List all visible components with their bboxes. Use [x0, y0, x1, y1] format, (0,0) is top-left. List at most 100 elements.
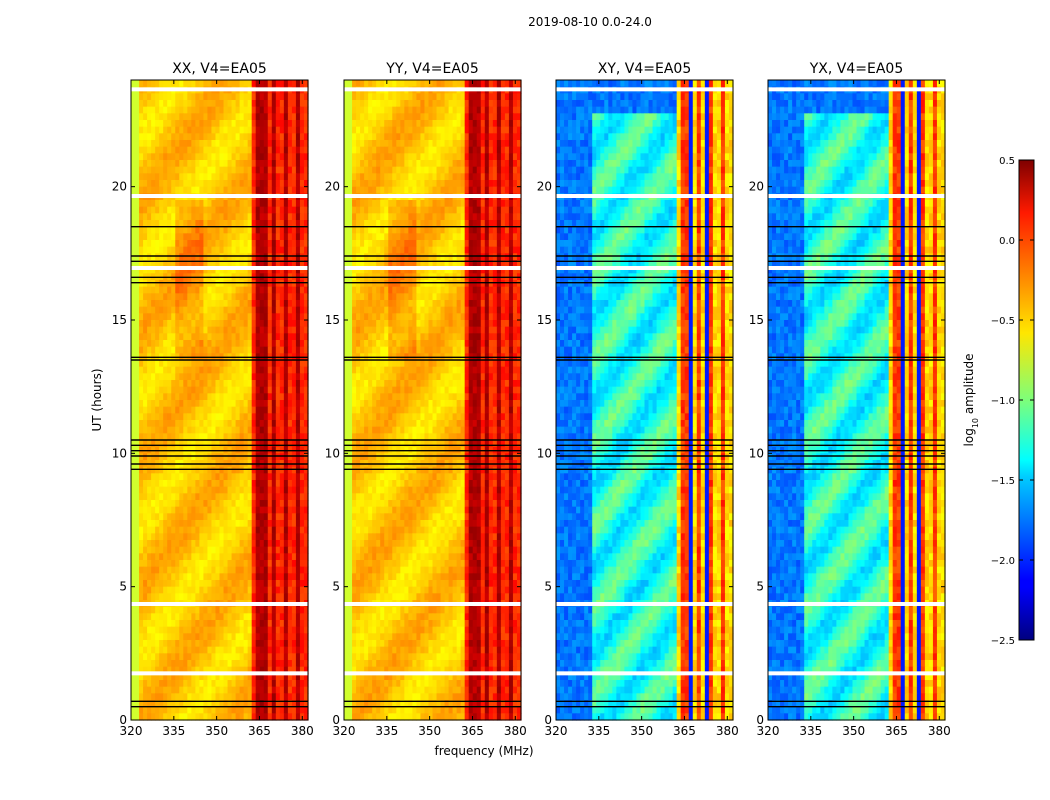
heatmap-cell: [135, 440, 140, 448]
heatmap-cell: [207, 200, 213, 208]
heatmap-cell: [368, 106, 373, 114]
heatmap-cell: [139, 140, 144, 148]
heatmap-cell: [227, 533, 233, 541]
heatmap-cell: [231, 673, 237, 681]
heatmap-cell: [163, 106, 168, 114]
heatmap-cell: [187, 706, 192, 714]
heatmap-cell: [492, 180, 498, 188]
heatmap-cell: [251, 440, 257, 448]
heatmap-cell: [235, 513, 241, 521]
heatmap-cell: [239, 513, 245, 521]
heatmap-cell: [215, 406, 221, 414]
heatmap-cell: [287, 660, 293, 668]
heatmap-cell: [251, 120, 257, 128]
heatmap-cell: [195, 166, 200, 174]
heatmap-cell: [215, 293, 221, 301]
heatmap-cell: [199, 533, 205, 541]
heatmap-cell: [344, 80, 349, 88]
heatmap-cell: [287, 580, 293, 588]
heatmap-cell: [440, 146, 446, 154]
heatmap-cell: [131, 413, 136, 421]
heatmap-cell: [215, 693, 221, 701]
heatmap-cell: [219, 400, 225, 408]
heatmap-cell: [416, 106, 422, 114]
heatmap-cell: [259, 366, 265, 374]
heatmap-cell: [139, 286, 144, 294]
heatmap-cell: [151, 633, 156, 641]
heatmap-cell: [139, 326, 144, 334]
heatmap-cell: [131, 133, 136, 141]
heatmap-cell: [283, 526, 289, 534]
heatmap-cell: [396, 146, 401, 154]
heatmap-cell: [295, 253, 301, 261]
heatmap-cell: [183, 253, 188, 261]
heatmap-cell: [191, 613, 196, 621]
heatmap-cell: [291, 266, 297, 274]
heatmap-cell: [444, 180, 450, 188]
heatmap-cell: [143, 373, 148, 381]
heatmap-cell: [219, 346, 225, 354]
heatmap-cell: [211, 486, 217, 494]
heatmap-cell: [227, 626, 233, 634]
heatmap-cell: [167, 346, 172, 354]
heatmap-cell: [271, 220, 277, 228]
heatmap-cell: [263, 106, 269, 114]
heatmap-cell: [159, 700, 164, 708]
heatmap-cell: [291, 293, 297, 301]
heatmap-cell: [384, 106, 389, 114]
heatmap-cell: [239, 160, 245, 168]
heatmap-cell: [452, 80, 458, 88]
heatmap-cell: [287, 286, 293, 294]
heatmap-cell: [195, 106, 200, 114]
heatmap-cell: [219, 486, 225, 494]
heatmap-cell: [275, 133, 281, 141]
heatmap-cell: [480, 113, 486, 121]
heatmap-cell: [131, 366, 136, 374]
heatmap-cell: [155, 180, 160, 188]
heatmap-cell: [303, 173, 309, 181]
heatmap-cell: [247, 246, 253, 254]
heatmap-cell: [167, 553, 172, 561]
heatmap-cell: [291, 400, 297, 408]
heatmap-cell: [263, 120, 269, 128]
heatmap-cell: [279, 286, 285, 294]
heatmap-cell: [163, 686, 168, 694]
heatmap-cell: [412, 133, 418, 141]
heatmap-cell: [251, 660, 257, 668]
heatmap-cell: [151, 326, 156, 334]
heatmap-cell: [372, 153, 377, 161]
heatmap-cell: [279, 566, 285, 574]
heatmap-cell: [195, 540, 200, 548]
heatmap-cell: [259, 693, 265, 701]
heatmap-cell: [207, 266, 213, 274]
heatmap-cell: [287, 326, 293, 334]
heatmap-cell: [360, 106, 365, 114]
heatmap-cell: [267, 146, 273, 154]
heatmap-cell: [251, 233, 257, 241]
heatmap-cell: [243, 413, 249, 421]
heatmap-cell: [195, 606, 200, 614]
heatmap-cell: [247, 700, 253, 708]
heatmap-cell: [139, 486, 144, 494]
heatmap-cell: [175, 306, 180, 314]
heatmap-cell: [247, 406, 253, 414]
heatmap-cell: [283, 593, 289, 601]
heatmap-cell: [287, 426, 293, 434]
heatmap-cell: [508, 120, 514, 128]
heatmap-cell: [159, 233, 164, 241]
heatmap-cell: [251, 653, 257, 661]
heatmap-cell: [219, 513, 225, 521]
heatmap-cell: [131, 593, 136, 601]
heatmap-cell: [303, 260, 309, 268]
heatmap-cell: [283, 126, 289, 134]
heatmap-cell: [263, 200, 269, 208]
heatmap-cell: [247, 126, 253, 134]
heatmap-cell: [227, 613, 233, 621]
heatmap-cell: [287, 560, 293, 568]
heatmap-cell: [271, 246, 277, 254]
heatmap-cell: [428, 146, 434, 154]
heatmap-cell: [291, 700, 297, 708]
heatmap-cell: [299, 440, 305, 448]
heatmap-cell: [163, 100, 168, 108]
heatmap-cell: [396, 106, 401, 114]
